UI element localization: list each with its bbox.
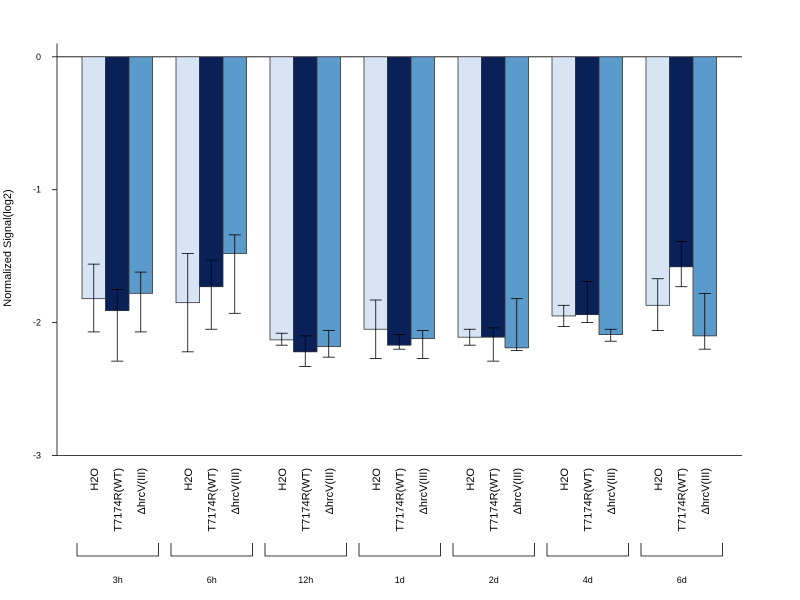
bar [293,56,318,353]
y-axis-label: Normalized Signal(log2) [2,189,14,306]
bar [222,56,247,254]
bar [575,56,600,316]
bar [410,56,435,339]
bar [363,56,388,330]
category-label: T7174R(WT) [112,468,124,532]
y-tick-label: -2 [33,318,41,328]
bar [598,56,623,335]
category-label: T7174R(WT) [676,468,688,532]
bar [481,56,506,338]
category-label: T7174R(WT) [394,468,406,532]
category-label: ΔhrcV(III) [418,468,430,514]
category-label: H2O [653,468,665,491]
plot-area: 0 -1 -2 -3 H2O T7174R(WT) ΔhrcV(III) 3h H2O T7174… [33,43,742,585]
bar [105,56,130,312]
group-bracket [546,543,629,557]
group-bracket [640,543,723,557]
bar [128,56,153,294]
category-label: H2O [371,468,383,491]
bar [269,56,294,341]
category-label: ΔhrcV(III) [324,468,336,514]
category-label: T7174R(WT) [488,468,500,532]
category-label: H2O [277,468,289,491]
category-label: H2O [559,468,571,491]
group-label: 1d [395,575,405,585]
bar [387,56,412,346]
bar [457,56,482,338]
category-label: H2O [465,468,477,491]
bar [199,56,224,288]
category-label: ΔhrcV(III) [606,468,618,514]
bar [645,56,670,306]
group-label: 12h [298,575,313,585]
group-label: 2d [489,575,499,585]
group-bracket [264,543,347,557]
category-label: ΔhrcV(III) [230,468,242,514]
category-label: H2O [89,468,101,491]
group-label: 6h [207,575,217,585]
group-bracket [76,543,159,557]
y-tick-label: -1 [33,185,41,195]
bar [316,56,341,347]
group-bracket [170,543,253,557]
group-label: 4d [583,575,593,585]
category-label: ΔhrcV(III) [700,468,712,514]
category-label: H2O [183,468,195,491]
category-label: ΔhrcV(III) [512,468,524,514]
group-label: 3h [113,575,123,585]
group-bracket [452,543,535,557]
bar [81,56,106,300]
y-tick-label: -3 [33,451,41,461]
category-label: T7174R(WT) [300,468,312,532]
group-label: 6d [677,575,687,585]
category-label: T7174R(WT) [582,468,594,532]
bar [669,56,694,268]
y-tick-label: 0 [36,52,41,62]
category-label: T7174R(WT) [206,468,218,532]
group-bracket [358,543,441,557]
category-label: ΔhrcV(III) [136,468,148,514]
bar [551,56,576,317]
